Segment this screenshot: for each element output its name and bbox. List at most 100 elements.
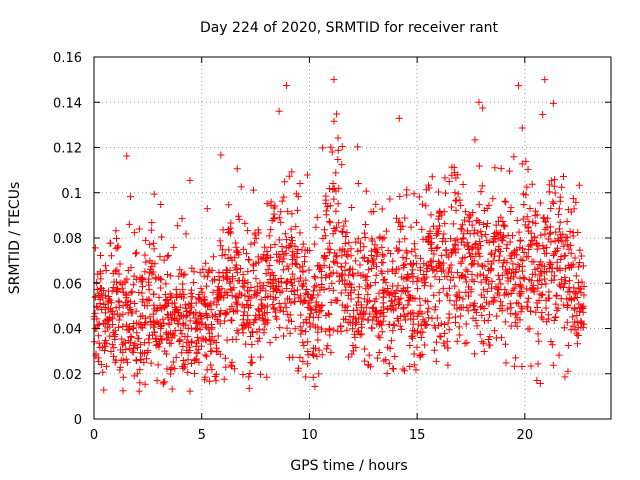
data-point [451,189,459,197]
data-point [408,333,416,341]
data-point [424,298,432,306]
data-point [559,172,567,180]
data-point [147,359,155,367]
data-point [501,318,509,326]
data-point [287,299,295,307]
data-point [444,319,452,327]
data-point [181,301,189,309]
data-point [434,244,442,252]
data-point [537,231,545,239]
data-point [478,311,486,319]
data-point [513,299,521,307]
data-point [310,352,318,360]
data-point [478,182,486,190]
data-point [403,186,411,194]
data-point [416,351,424,359]
data-point [535,337,543,345]
data-point [133,329,141,337]
data-point [475,98,483,106]
data-point [463,239,471,247]
data-point [223,274,231,282]
data-point [271,241,279,249]
data-point [361,229,369,237]
data-point [480,293,488,301]
data-point [243,301,251,309]
data-point [480,286,488,294]
data-point [215,286,223,294]
data-point [365,351,373,359]
data-point [502,198,510,206]
data-point [263,302,271,310]
data-point [138,283,146,291]
data-point [557,255,565,263]
data-point [133,357,141,365]
data-point [263,373,271,381]
data-point [279,266,287,274]
data-point [203,352,211,360]
data-point [277,218,285,226]
data-point [118,335,126,343]
data-point [283,236,291,244]
data-point [213,315,221,323]
data-point [527,229,535,237]
data-point [300,280,308,288]
data-point [108,252,116,260]
data-point [345,239,353,247]
data-point [441,220,449,228]
data-point [397,294,405,302]
data-point [116,363,124,371]
data-points [90,76,588,395]
data-point [236,289,244,297]
data-point [391,297,399,305]
data-point [158,335,166,343]
data-point [425,304,433,312]
data-point [578,252,586,260]
x-axis-label: GPS time / hours [290,458,407,474]
data-point [476,252,484,260]
data-point [414,320,422,328]
data-point [290,287,298,295]
data-point [238,321,246,329]
y-tick-labels: 0 0.02 0.04 0.06 0.08 0.1 0.12 0.14 0.16 [53,51,82,428]
data-point [293,260,301,268]
data-point [367,208,375,216]
data-point [196,326,204,334]
data-point [104,305,112,313]
data-point [389,257,397,265]
data-point [326,331,334,339]
data-point [287,276,295,284]
data-point [451,313,459,321]
data-point [410,240,418,248]
data-point [390,321,398,329]
data-point [435,188,443,196]
data-point [551,189,559,197]
data-point [394,282,402,290]
data-point [100,386,108,394]
data-point [95,358,103,366]
data-point [514,82,522,90]
data-point [465,211,473,219]
data-point [573,294,581,302]
data-point [141,380,149,388]
data-point [393,214,401,222]
data-point [234,212,242,220]
data-point [571,254,579,262]
data-point [448,163,456,171]
data-point [291,290,299,298]
data-point [322,211,330,219]
data-point [534,264,542,272]
data-point [142,236,150,244]
data-point [506,238,514,246]
data-point [371,279,379,287]
data-point [136,379,144,387]
data-point [198,321,206,329]
data-point [341,303,349,311]
data-point [526,205,534,213]
data-point [556,231,564,239]
data-point [251,231,259,239]
data-point [402,247,410,255]
data-point [173,307,181,315]
data-point [338,252,346,260]
data-point [337,323,345,331]
data-point [239,329,247,337]
